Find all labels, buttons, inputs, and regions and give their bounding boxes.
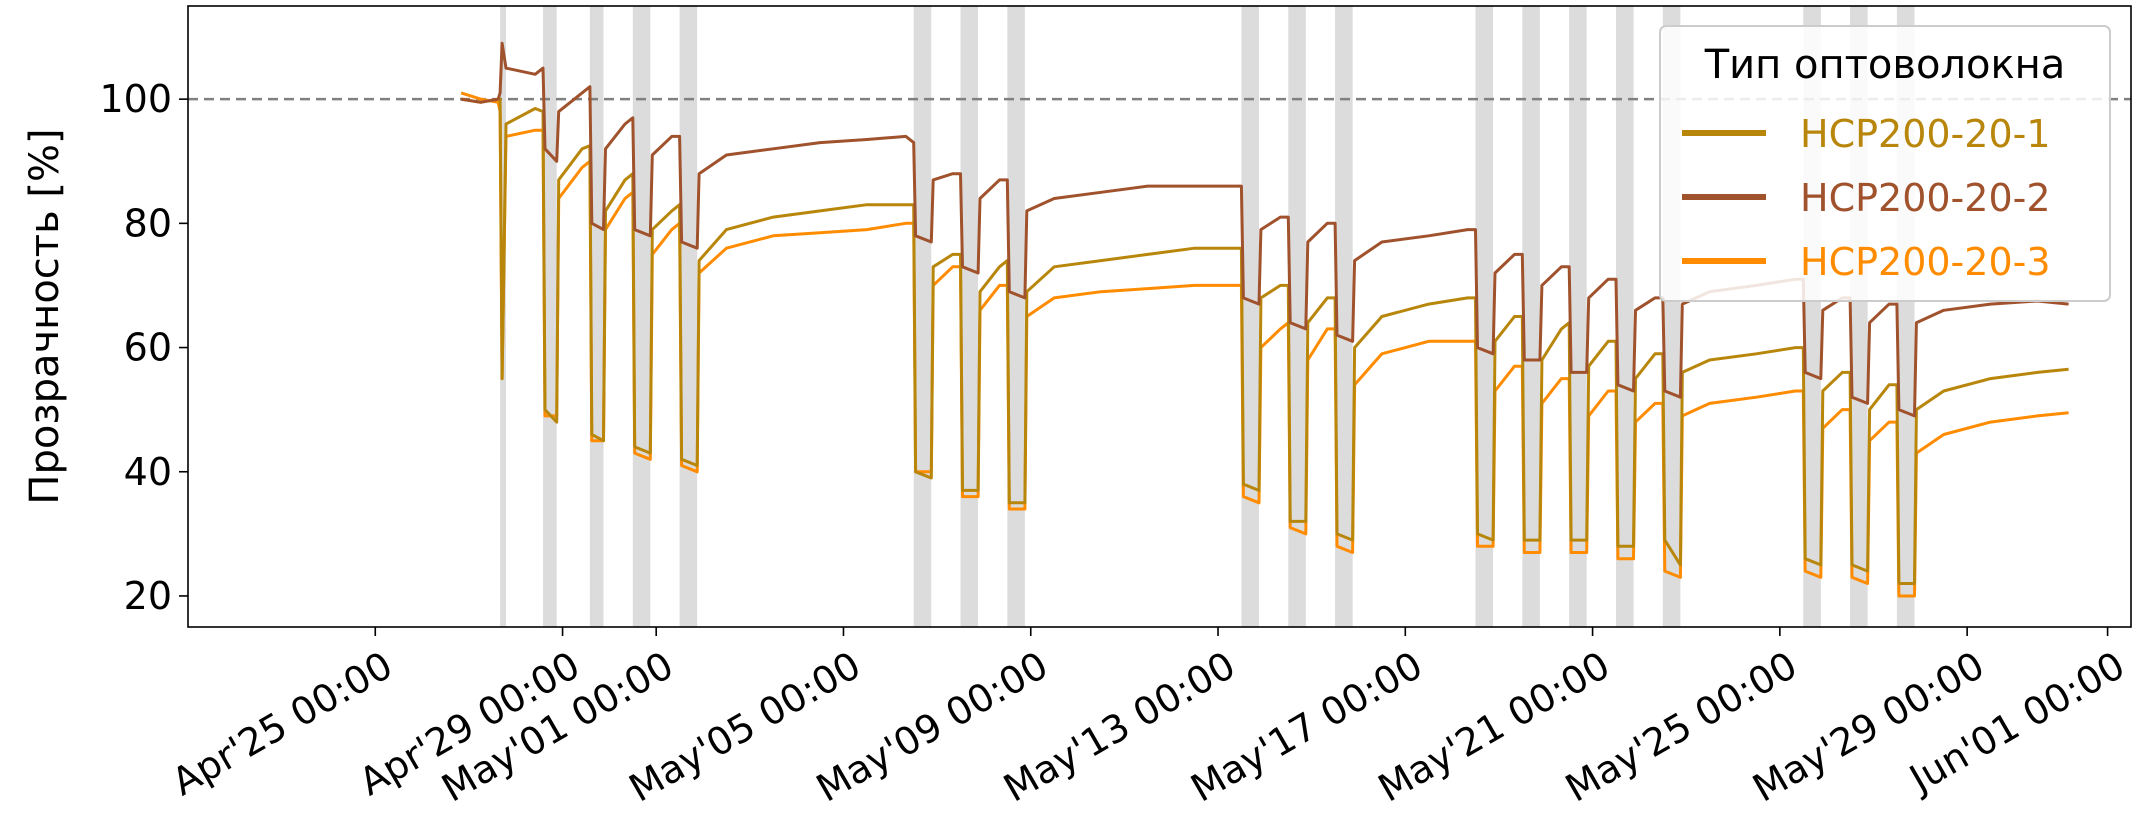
- irradiation-band-5: [679, 6, 698, 627]
- irradiation-band-15: [1615, 6, 1634, 627]
- y-axis-label: Прозрачность [%]: [22, 128, 68, 504]
- legend-box: [1659, 25, 2111, 302]
- legend-entry-label: HCP200-20-2: [1800, 176, 2051, 220]
- irradiation-band-11: [1335, 6, 1353, 627]
- y-tick-label: 60: [124, 326, 172, 370]
- series-line-HCP200-20-1: [460, 97, 2069, 585]
- irradiation-band-13: [1522, 6, 1540, 627]
- legend-entry-label: HCP200-20-3: [1800, 240, 2051, 284]
- plot-frame: [187, 5, 2132, 628]
- y-tick-label: 80: [124, 201, 172, 245]
- y-tick-label: 100: [99, 77, 172, 121]
- irradiation-band-9: [1241, 6, 1259, 627]
- legend-title: Тип оптоволокна: [1704, 42, 2066, 88]
- irradiation-band-8: [1007, 6, 1025, 627]
- irradiation-band-12: [1475, 6, 1494, 627]
- irradiation-band-7: [960, 6, 979, 627]
- legend-entry-label: HCP200-20-1: [1800, 112, 2051, 156]
- irradiation-band-10: [1288, 6, 1306, 627]
- irradiation-band-4: [632, 6, 651, 627]
- legend: Тип оптоволокна HCP200-20-1 HCP200-20-2 HC…: [1659, 25, 2111, 302]
- y-tick-label: 40: [124, 450, 172, 494]
- y-axis: 20 40 60 80 100: [99, 77, 188, 618]
- y-tick-label: 20: [124, 574, 172, 618]
- irradiation-band-14: [1569, 6, 1587, 627]
- irradiation-band-2: [543, 6, 557, 627]
- irradiation-band-3: [589, 6, 604, 627]
